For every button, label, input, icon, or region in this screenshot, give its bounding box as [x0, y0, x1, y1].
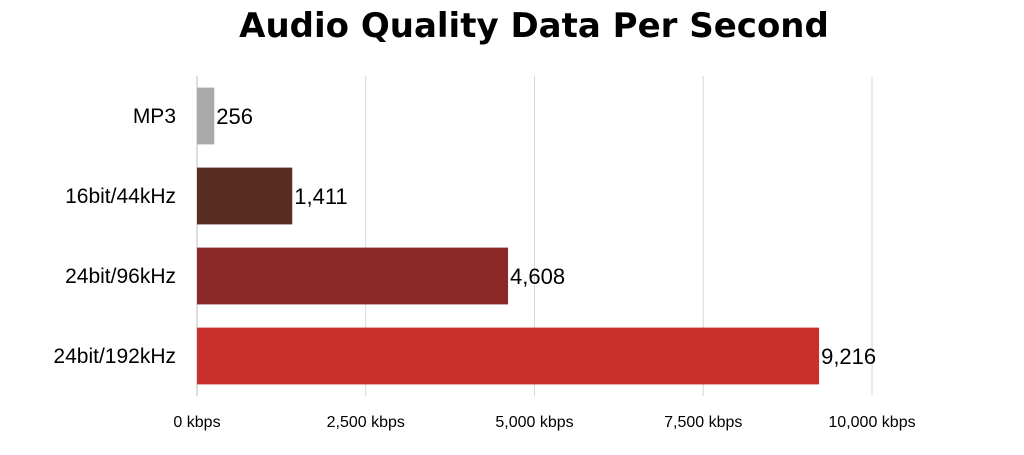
bar	[197, 327, 820, 385]
data-labels: 256 1,411 4,608 9,216	[216, 104, 876, 369]
data-label: 1,411	[294, 184, 347, 209]
category-label: 24bit/192kHz	[53, 345, 176, 368]
x-tick-label: 0 kbps	[173, 414, 220, 431]
category-label: MP3	[133, 105, 176, 128]
category-labels: MP3 16bit/44kHz 24bit/96kHz 24bit/192kHz	[53, 105, 176, 368]
x-tick-label: 2,500 kbps	[327, 414, 405, 431]
chart-title: Audio Quality Data Per Second	[239, 6, 829, 46]
category-label: 24bit/96kHz	[65, 265, 176, 288]
data-label: 4,608	[510, 264, 565, 289]
data-label: 9,216	[821, 344, 876, 369]
x-tick-labels: 0 kbps 2,500 kbps 5,000 kbps 7,500 kbps 10,0…	[173, 414, 915, 431]
data-label: 256	[216, 104, 253, 129]
bar	[197, 167, 293, 225]
bars	[197, 87, 820, 385]
x-tick-label: 7,500 kbps	[664, 414, 742, 431]
x-tick-label: 5,000 kbps	[495, 414, 573, 431]
x-tick-label: 10,000 kbps	[828, 414, 915, 431]
bar	[197, 247, 509, 305]
bar	[197, 87, 215, 145]
category-label: 16bit/44kHz	[65, 185, 176, 208]
